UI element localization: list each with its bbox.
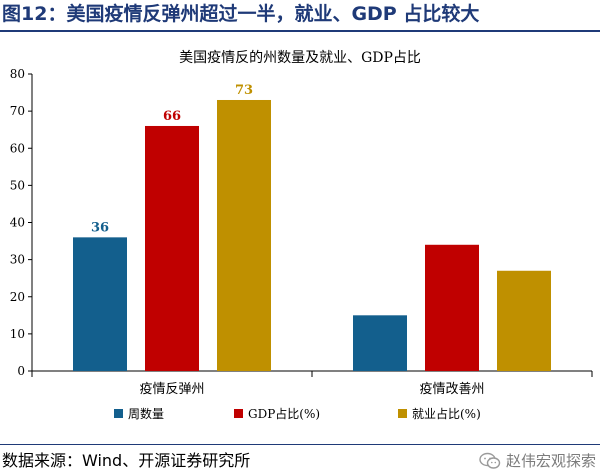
y-tick-label: 20 (10, 290, 25, 304)
y-tick-label: 10 (10, 327, 25, 341)
y-tick-label: 70 (10, 104, 25, 118)
y-tick-label: 60 (10, 141, 25, 155)
y-tick-label: 80 (10, 67, 25, 81)
bar (497, 270, 551, 371)
watermark-text: 赵伟宏观探索 (505, 452, 596, 470)
legend-swatch (234, 409, 243, 418)
chart-title: 美国疫情反的州数量及就业、GDP占比 (179, 50, 421, 66)
bar (73, 237, 127, 371)
data-labels: 36 66 73 (91, 83, 253, 235)
title-rule (0, 30, 600, 32)
legend-label: 就业占比(%) (412, 406, 481, 421)
legend-swatch (398, 409, 407, 418)
bar-chart: 美国疫情反的州数量及就业、GDP占比 0 10 20 30 40 50 60 70 80 疫情反弹… (10, 50, 593, 421)
wechat-icon (479, 452, 501, 469)
bar (217, 99, 271, 372)
axes: 0 10 20 30 40 50 60 70 80 疫情反弹州 疫情改善州 (10, 67, 593, 397)
x-tick-label: 疫情反弹州 (139, 381, 204, 397)
legend-label: GDP占比(%) (248, 406, 320, 421)
bar (145, 125, 199, 371)
watermark: 赵伟宏观探索 (479, 450, 596, 472)
legend: 周数量 GDP占比(%) 就业占比(%) (114, 406, 481, 421)
data-label: 66 (163, 109, 181, 124)
source-note: 数据来源：Wind、开源证券研究所 (2, 451, 251, 470)
legend-swatch (114, 409, 123, 418)
data-label: 73 (235, 83, 253, 98)
legend-label: 周数量 (128, 406, 164, 421)
y-tick-label: 50 (10, 178, 25, 192)
bar (353, 315, 407, 371)
bars (73, 99, 551, 372)
source-rule (0, 444, 600, 445)
y-tick-label: 30 (10, 253, 25, 267)
y-tick-label: 40 (10, 216, 25, 230)
x-tick-label: 疫情改善州 (419, 381, 484, 397)
data-label: 36 (91, 220, 109, 235)
y-tick-label: 0 (17, 364, 25, 378)
figure-title: 图12：美国疫情反弹州超过一半，就业、GDP 占比较大 (2, 3, 480, 25)
bar (425, 244, 479, 371)
